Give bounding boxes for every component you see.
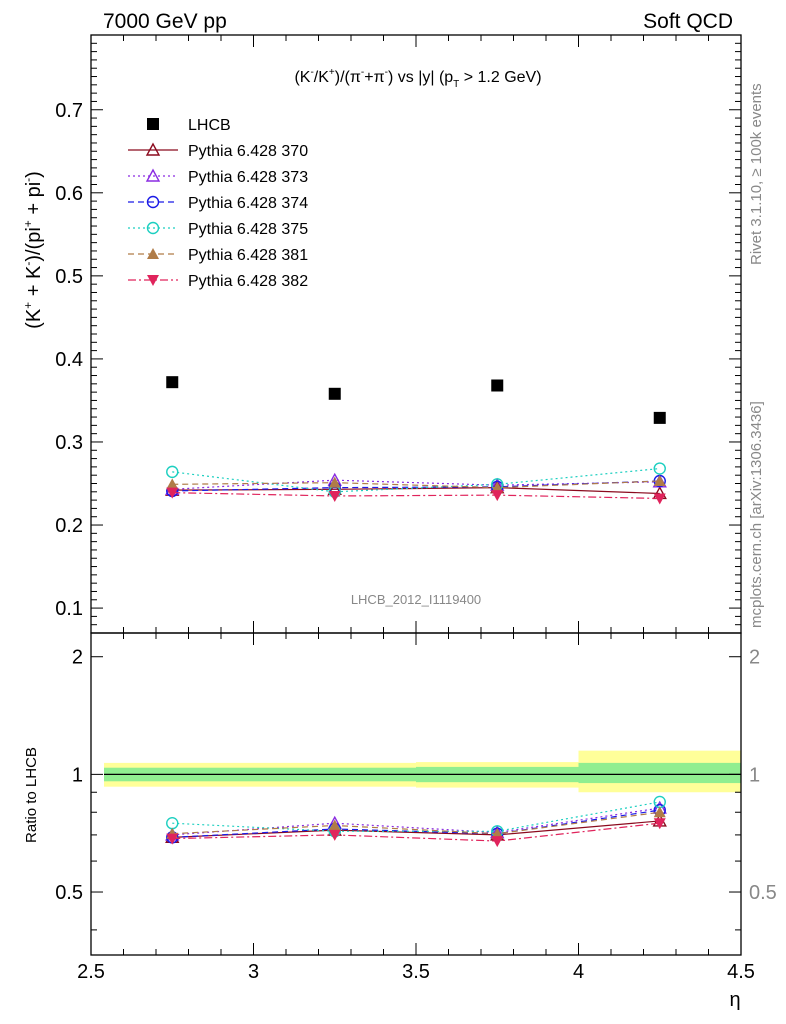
legend-label: Pythia 6.428 382 xyxy=(188,273,308,290)
ratio-y-tick-label-right: 0.5 xyxy=(749,882,777,904)
x-tick-label: 2.5 xyxy=(77,961,105,983)
main-point-0-0 xyxy=(166,376,179,389)
main-point-5-0 xyxy=(166,478,179,490)
ratio-series-line-4 xyxy=(172,811,660,835)
legend-label: Pythia 6.428 375 xyxy=(188,221,308,238)
legend-marker xyxy=(146,221,160,235)
ratio-point-4-2 xyxy=(491,827,504,839)
main-series-6 xyxy=(166,487,666,505)
main-series-line-6 xyxy=(172,492,660,500)
legend-label: Pythia 6.428 370 xyxy=(188,143,308,160)
main-series-line-5 xyxy=(172,480,660,489)
ratio-y-tick-label-right: 1 xyxy=(749,764,760,786)
legend-marker xyxy=(147,118,159,130)
legend-marker xyxy=(145,168,161,182)
main-series-line-2 xyxy=(172,479,660,490)
main-point-0-3 xyxy=(653,411,666,424)
main-point-6-1 xyxy=(328,490,341,502)
main-y-tick-label: 0.2 xyxy=(55,515,83,537)
ratio-series-5 xyxy=(166,818,666,848)
analysis-watermark: LHCB_2012_I1119400 xyxy=(351,592,481,607)
ratio-point-5-2 xyxy=(491,836,504,848)
legend-entry-6: Pythia 6.428 382 xyxy=(128,273,308,290)
legend-entry-5: Pythia 6.428 381 xyxy=(128,247,308,264)
legend-entry-3: Pythia 6.428 374 xyxy=(128,195,308,212)
main-point-5-1 xyxy=(328,476,341,488)
legend-marker xyxy=(145,142,161,156)
ratio-point-4-3 xyxy=(653,806,666,818)
main-point-5-3 xyxy=(653,475,666,487)
main-point-6-2 xyxy=(491,490,504,502)
main-point-6-0 xyxy=(166,487,179,499)
ratio-series-line-5 xyxy=(172,822,660,842)
rivet-label: Rivet 3.1.10, ≥ 100k events xyxy=(748,83,765,265)
x-tick-label: 4 xyxy=(573,961,584,983)
legend-marker xyxy=(147,248,159,259)
ratio-y-tick-label: 1 xyxy=(72,764,83,786)
main-series-3 xyxy=(166,474,666,498)
legend-entry-4: Pythia 6.428 375 xyxy=(128,221,308,238)
main-y-axis-label: (K+ + K-)/(pi+ + pi-) xyxy=(21,171,45,329)
ratio-point-5-3 xyxy=(653,818,666,830)
legend-label: Pythia 6.428 381 xyxy=(188,247,308,264)
legend-entry-0: LHCB xyxy=(147,117,231,134)
legend-entry-1: Pythia 6.428 370 xyxy=(128,142,308,160)
x-tick-label: 4.5 xyxy=(727,961,755,983)
main-y-tick-label: 0.1 xyxy=(55,598,83,620)
ratio-series-4 xyxy=(166,806,666,839)
main-y-tick-label: 0.7 xyxy=(55,100,83,122)
main-point-4-0 xyxy=(166,465,179,479)
x-axis-label: η xyxy=(729,989,740,1011)
ratio-y-tick-label-right: 2 xyxy=(749,647,760,669)
header-left: 7000 GeV pp xyxy=(103,10,227,33)
ratio-point-4-1 xyxy=(328,819,341,831)
ratio-point-5-0 xyxy=(166,833,179,845)
main-series-line-3 xyxy=(172,480,660,492)
ratio-point-5-1 xyxy=(328,829,341,841)
main-series-0 xyxy=(166,376,666,424)
main-point-5-2 xyxy=(491,481,504,493)
main-series-4 xyxy=(166,462,666,499)
legend-marker xyxy=(147,275,159,286)
main-y-tick-label: 0.5 xyxy=(55,266,83,288)
main-point-4-3 xyxy=(653,462,666,475)
ratio-y-axis-label: Ratio to LHCB xyxy=(23,747,40,843)
legend: LHCB Pythia 6.428 370 Pythia 6.428 373 Pyth… xyxy=(128,117,308,290)
ratio-plot-frame xyxy=(90,632,742,956)
legend-marker xyxy=(146,195,160,209)
main-y-tick-label: 0.4 xyxy=(55,349,83,371)
ratio-band-inner-3 xyxy=(578,762,741,784)
ratio-y-tick-label: 2 xyxy=(72,647,83,669)
main-y-tick-label: 0.3 xyxy=(55,432,83,454)
legend-label: Pythia 6.428 373 xyxy=(188,169,308,186)
ratio-series-line-2 xyxy=(172,809,660,838)
legend-entry-2: Pythia 6.428 373 xyxy=(128,168,308,186)
ratio-series-line-3 xyxy=(172,801,660,832)
main-point-0-1 xyxy=(328,387,341,400)
x-tick-label: 3.5 xyxy=(402,961,430,983)
x-tick-label: 3 xyxy=(248,961,259,983)
main-point-6-3 xyxy=(653,493,666,505)
ratio-y-tick-label: 0.5 xyxy=(55,882,83,904)
main-y-tick-label: 0.6 xyxy=(55,183,83,205)
main-chart-title: (K-/K+)/(π-+π-) vs |y| (pT > 1.2 GeV) xyxy=(294,67,541,90)
main-point-0-2 xyxy=(491,379,504,392)
legend-label: LHCB xyxy=(188,117,231,134)
main-series-5 xyxy=(166,475,666,493)
mcplots-label: mcplots.cern.ch [arXiv:1306.3436] xyxy=(748,401,765,628)
legend-label: Pythia 6.428 374 xyxy=(188,195,308,212)
header-right: Soft QCD xyxy=(643,10,733,33)
main-series-line-4 xyxy=(172,467,660,493)
